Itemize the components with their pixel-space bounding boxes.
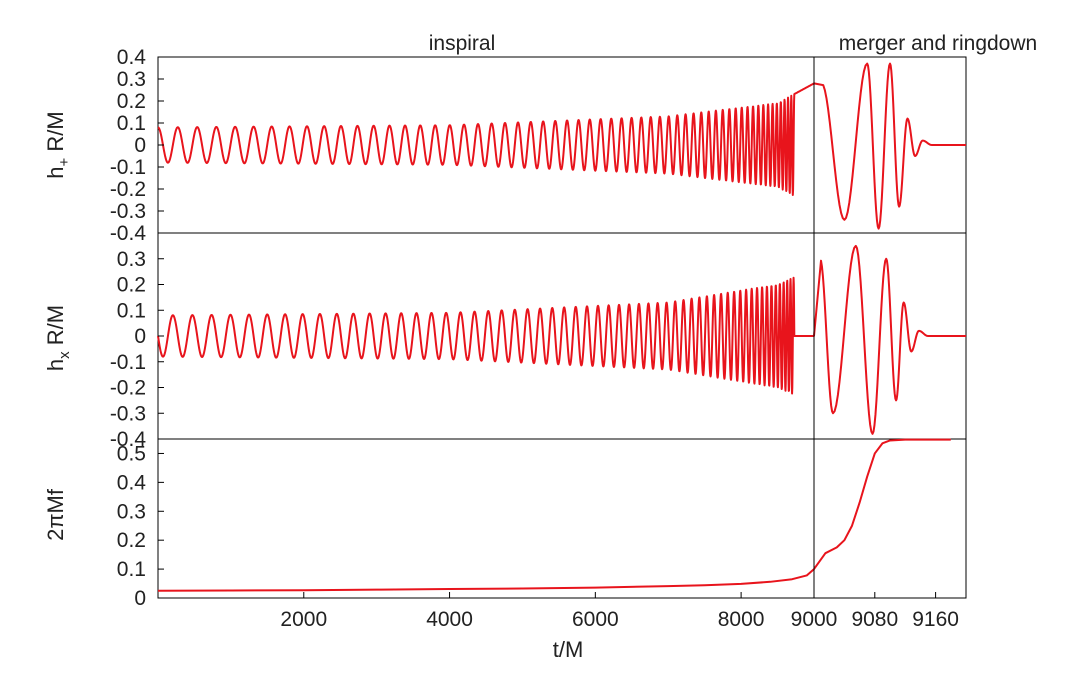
x-tick-label: 8000	[718, 608, 765, 631]
panel-frame-frequency	[157, 438, 967, 599]
y-axis-title-h-cross-symbol: h	[43, 359, 68, 371]
x-tick-label: 4000	[426, 608, 473, 631]
x-tick-label: 6000	[572, 608, 619, 631]
panel-frame-h-plus	[157, 56, 967, 234]
y-tick-label-frequency: 0.4	[117, 471, 147, 494]
y-tick-label-frequency: 0.5	[117, 442, 146, 465]
y-tick-label-frequency: 0.2	[117, 529, 146, 552]
y-axis-title-frequency: 2πMf	[43, 488, 68, 541]
y-tick-label-h-plus: -0.2	[110, 178, 146, 201]
x-tick-label: 9080	[851, 608, 898, 631]
y-tick-label-h-cross: 0.1	[117, 299, 146, 322]
y-tick-label-h-plus: 0.2	[117, 90, 146, 113]
y-tick-label-frequency: 0	[134, 587, 146, 610]
y-axis-title-h-cross-suffix: R/M	[43, 305, 68, 351]
y-tick-label-frequency: 0.3	[117, 500, 146, 523]
y-axis-title-h-cross-subscript: x	[56, 351, 73, 359]
x-tick-label: 9160	[912, 608, 959, 631]
series-line-h_cross	[157, 244, 966, 435]
y-tick-label-h-cross: -0.1	[110, 351, 146, 374]
series-line-h_plus	[157, 62, 966, 230]
y-tick-label-h-plus: -0.3	[110, 200, 146, 223]
y-tick-label-h-cross: -0.3	[110, 402, 146, 425]
region-label-inspiral: inspiral	[429, 32, 496, 55]
y-tick-label-h-plus: 0.1	[117, 112, 146, 135]
y-tick-label-h-plus: 0	[134, 134, 146, 157]
y-tick-label-h-plus: -0.1	[110, 156, 146, 179]
y-tick-label-h-plus: -0.4	[110, 222, 147, 245]
series-curves	[157, 62, 966, 592]
y-axis-title-h-plus-subscript: +	[56, 157, 73, 166]
x-tick-label: 2000	[280, 608, 327, 631]
axes: 0.40.30.20.10-0.1-0.2-0.3-0.40.30.20.10-…	[110, 46, 959, 631]
y-axis-title-h-plus-suffix: R/M	[43, 111, 68, 157]
y-axis-title-h-cross: hx R/M	[43, 305, 73, 371]
y-tick-label-h-cross: 0.3	[117, 248, 146, 271]
x-tick-label: 9000	[791, 608, 838, 631]
y-tick-label-frequency: 0.1	[117, 558, 146, 581]
region-label-merger-ringdown: merger and ringdown	[839, 32, 1037, 55]
y-tick-label-h-plus: 0.4	[117, 46, 147, 69]
y-tick-label-h-cross: 0.2	[117, 274, 146, 297]
y-axis-title-h-plus: h+ R/M	[43, 111, 73, 178]
y-tick-label-h-plus: 0.3	[117, 68, 146, 91]
y-tick-label-h-cross: -0.2	[110, 377, 146, 400]
series-line-2piMf	[157, 438, 951, 592]
y-tick-label-h-cross: 0	[134, 325, 146, 348]
y-axis-title-h-plus-symbol: h	[43, 166, 68, 178]
x-axis-title: t/M	[553, 637, 584, 662]
y-tick-label-h-cross: -0.4	[110, 428, 147, 451]
